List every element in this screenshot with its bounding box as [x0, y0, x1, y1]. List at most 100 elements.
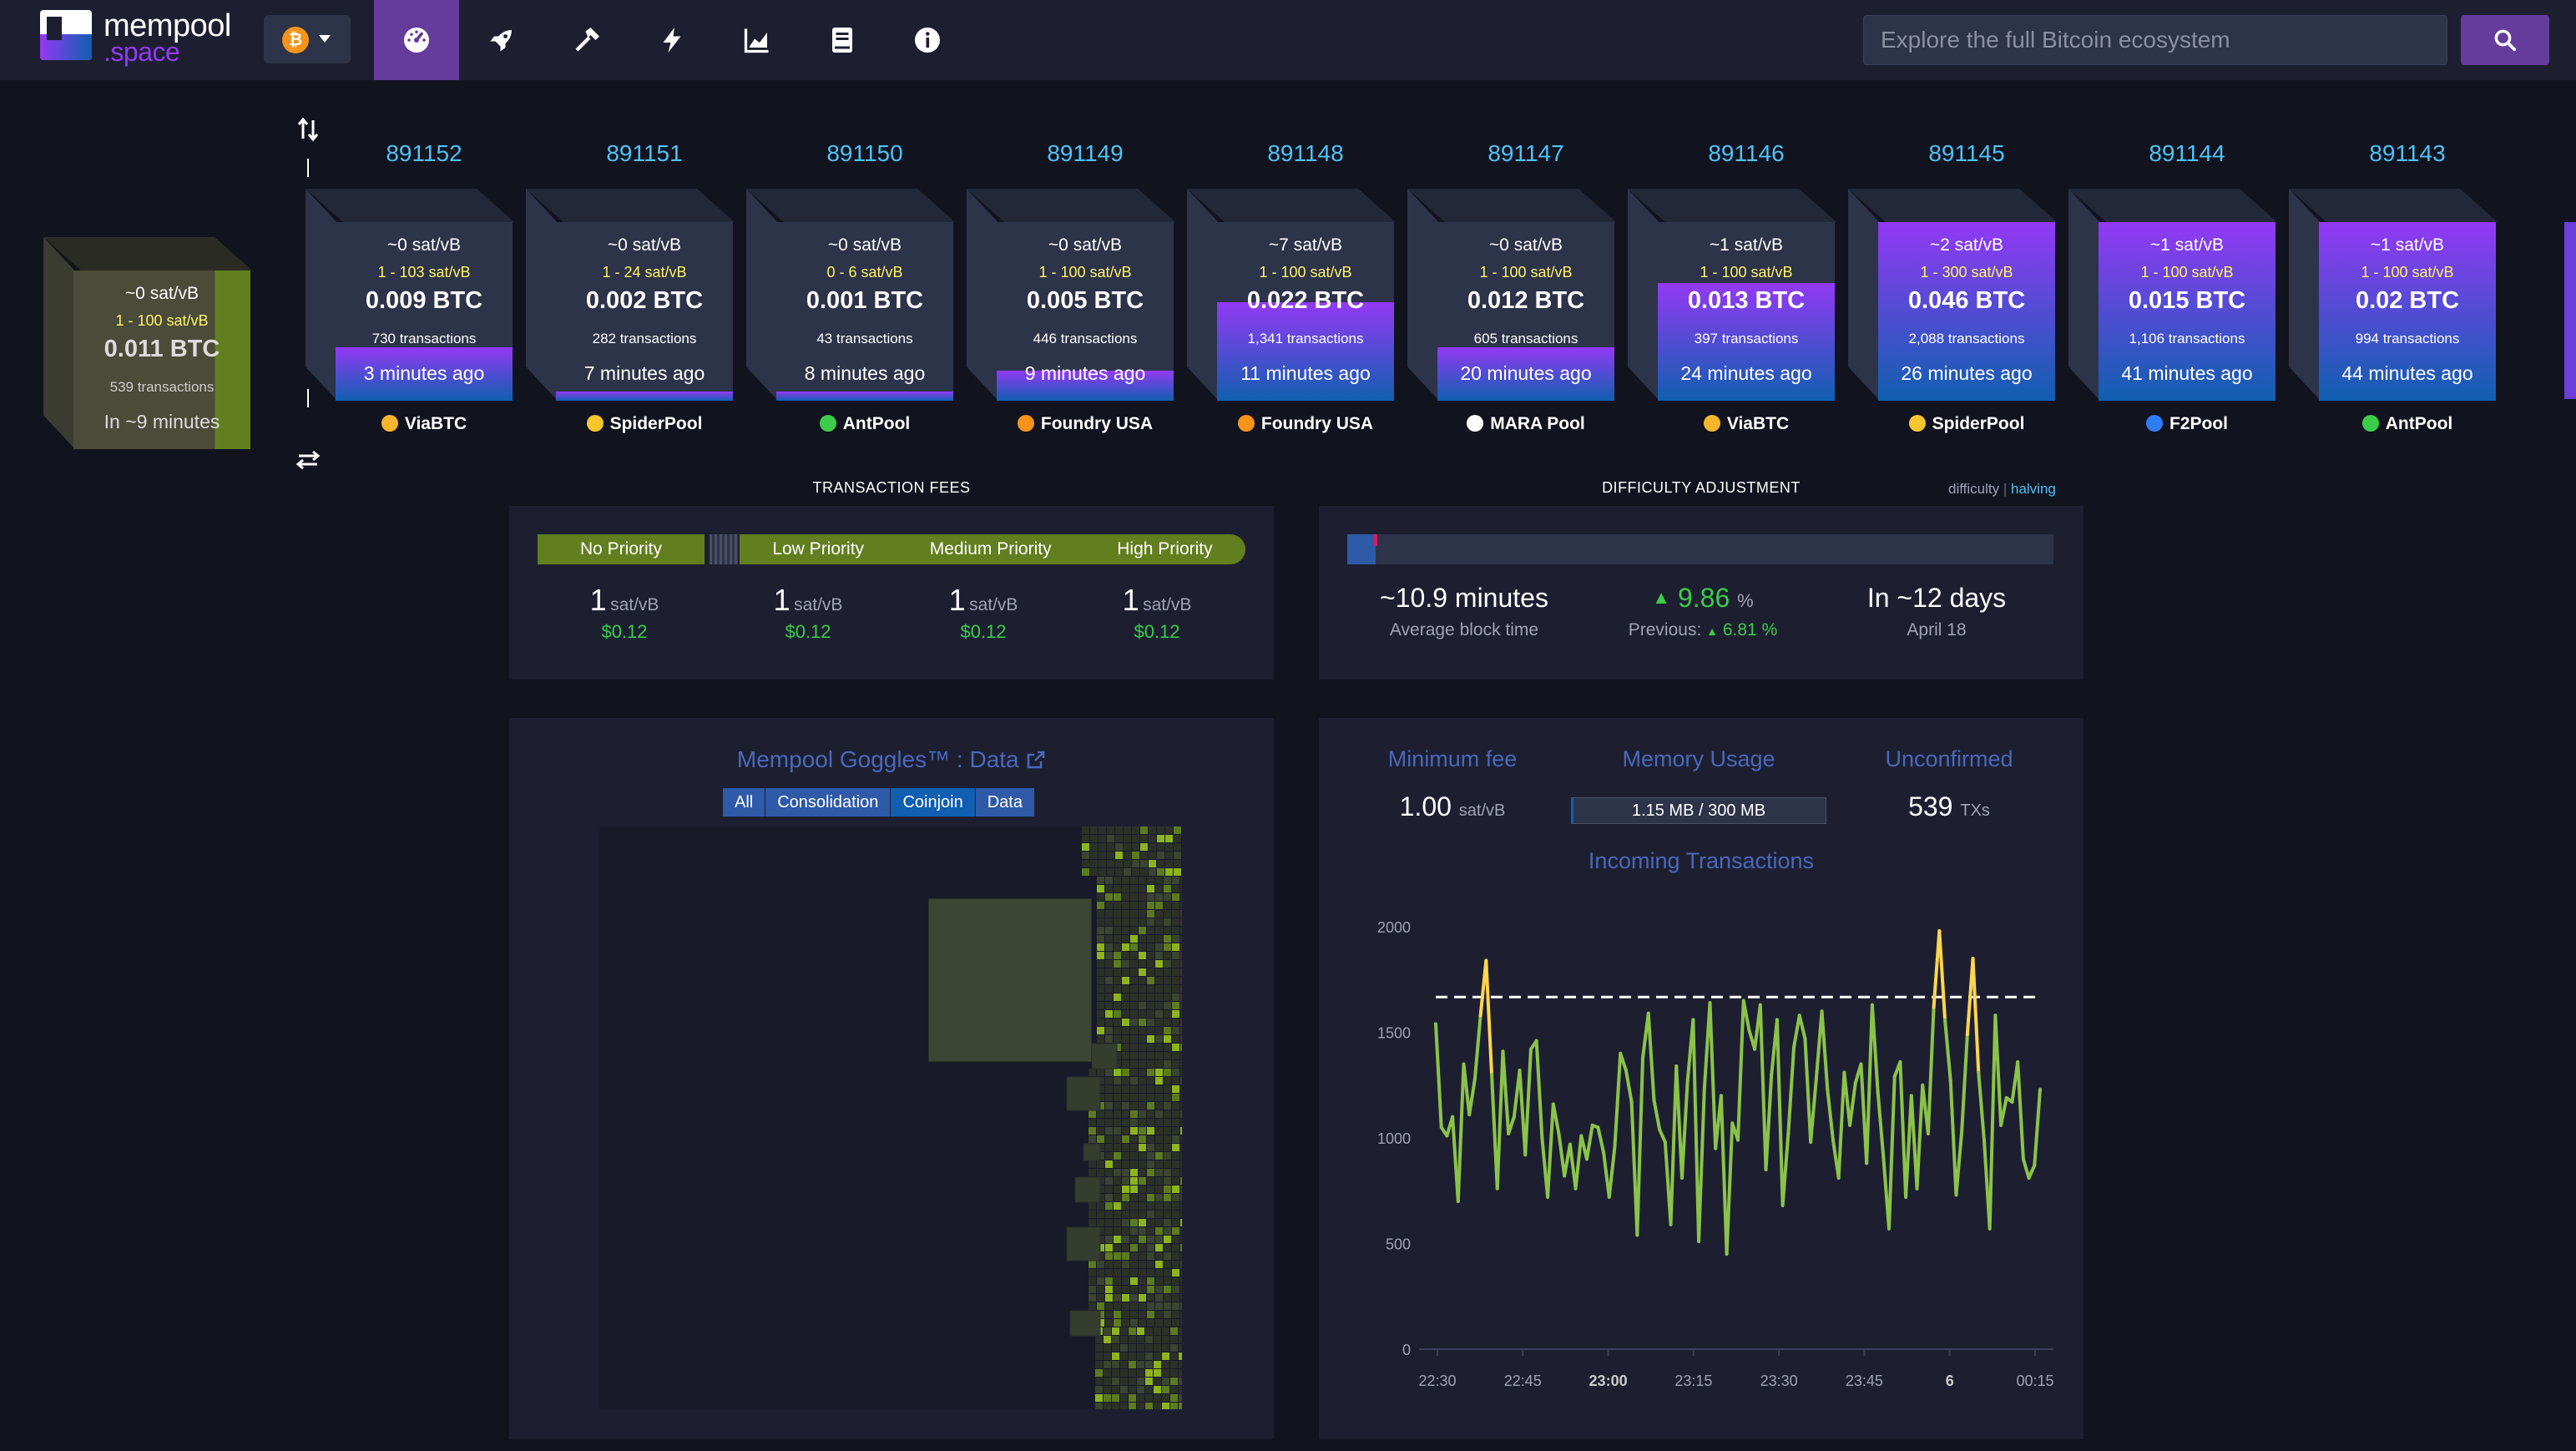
- swap-horizontal-icon[interactable]: [295, 449, 321, 471]
- tx-square: [1172, 1319, 1179, 1327]
- tx-square: [1114, 1035, 1121, 1043]
- series-segment: [1836, 1070, 1846, 1181]
- tx-square: [1154, 1369, 1161, 1377]
- block-pool[interactable]: ViaBTC: [1658, 414, 1835, 434]
- tx-square: [1115, 860, 1123, 867]
- mempool-block-visualization[interactable]: [599, 827, 1182, 1409]
- series-segment: [2027, 1163, 2037, 1181]
- block-pool[interactable]: SpiderPool: [1878, 414, 2055, 434]
- block-height[interactable]: 891149: [1047, 140, 1124, 166]
- nav-docs[interactable]: [800, 0, 885, 80]
- tx-square: [1172, 1127, 1179, 1135]
- block-pool[interactable]: ViaBTC: [336, 414, 513, 434]
- tx-square: [1139, 1044, 1146, 1051]
- tx-square: [1114, 952, 1121, 959]
- block-height[interactable]: 891143: [2369, 140, 2446, 166]
- nav-acceleration[interactable]: [459, 0, 544, 80]
- tx-square: [1105, 952, 1113, 959]
- block-height[interactable]: 891145: [1928, 140, 2005, 166]
- network-selector-button[interactable]: ₿: [264, 15, 351, 63]
- tx-square: [1122, 993, 1129, 1001]
- tx-square: [1164, 1127, 1171, 1135]
- tx-square: [1082, 827, 1089, 834]
- filter-data[interactable]: Data: [975, 788, 1035, 817]
- tx-square: [1155, 1019, 1163, 1026]
- tx-square: [1132, 868, 1139, 876]
- tx-square: [1097, 1169, 1104, 1176]
- tx-square: [1164, 927, 1171, 934]
- tx-square: [1172, 1010, 1179, 1018]
- tx-square: [1114, 1261, 1121, 1268]
- block-pool[interactable]: AntPool: [776, 414, 953, 434]
- block-fee-median: ~1 sat/vB: [2149, 235, 2225, 255]
- tx-square: [1130, 1186, 1138, 1193]
- toggle-difficulty[interactable]: difficulty: [1948, 481, 2000, 497]
- nav-mining[interactable]: [544, 0, 629, 80]
- tx-square: [1066, 1226, 1101, 1261]
- swap-vertical-icon[interactable]: [297, 117, 319, 142]
- block-pool[interactable]: AntPool: [2319, 414, 2496, 434]
- nav-about[interactable]: [885, 0, 970, 80]
- info-icon: [915, 28, 940, 53]
- block-height[interactable]: 891146: [1708, 140, 1785, 166]
- tx-square: [1180, 1010, 1182, 1018]
- block-pool[interactable]: SpiderPool: [556, 414, 733, 434]
- incoming-transactions-chart[interactable]: 0 500 1000 1500 2000 22:30 22:45 23:00 23:15 23:3…: [1352, 893, 2070, 1428]
- block-height[interactable]: 891150: [826, 140, 903, 166]
- tx-square: [1147, 1311, 1154, 1318]
- block-pool[interactable]: F2Pool: [2099, 414, 2275, 434]
- tx-square: [1122, 885, 1129, 892]
- series-segment: [1708, 1001, 1718, 1150]
- nav-lightning[interactable]: [629, 0, 715, 80]
- tx-square: [1088, 1119, 1096, 1126]
- block-pool[interactable]: MARA Pool: [1437, 414, 1614, 434]
- tx-square: [1155, 1135, 1163, 1143]
- search-button[interactable]: [2461, 15, 2549, 65]
- tx-square: [1180, 1236, 1182, 1243]
- block-pool[interactable]: Foundry USA: [997, 414, 1174, 434]
- tx-square: [1147, 952, 1154, 959]
- block-pool[interactable]: Foundry USA: [1217, 414, 1394, 434]
- block-height[interactable]: 891148: [1267, 140, 1344, 166]
- goggles-title[interactable]: Mempool Goggles™ : Data: [509, 746, 1274, 773]
- filter-all[interactable]: All: [723, 788, 766, 817]
- tx-square: [1097, 1019, 1104, 1026]
- tx-square: [1180, 1144, 1182, 1151]
- tx-square: [1164, 1002, 1171, 1009]
- tx-square: [1122, 935, 1129, 943]
- tx-square: [1114, 1010, 1121, 1018]
- block-height[interactable]: 891152: [386, 140, 462, 166]
- search-input[interactable]: [1864, 16, 2447, 64]
- tx-square: [1112, 1361, 1119, 1368]
- series-segment: [1557, 1131, 1567, 1178]
- block-height[interactable]: 891144: [2149, 140, 2225, 166]
- nav-graphs[interactable]: [715, 0, 800, 80]
- mempool-logo[interactable]: mempool .space: [40, 8, 249, 70]
- tx-square: [1139, 927, 1146, 934]
- tx-square: [1147, 1236, 1154, 1243]
- top-navbar: mempool .space ₿: [0, 0, 2576, 80]
- filter-consolidation[interactable]: Consolidation: [765, 788, 891, 817]
- tx-square: [1172, 1302, 1179, 1310]
- tx-square: [1170, 1327, 1178, 1335]
- filter-coinjoin[interactable]: Coinjoin: [891, 788, 976, 817]
- tx-square: [1130, 1211, 1138, 1218]
- series-segment: [1865, 1003, 1874, 1165]
- block-fee-median: ~0 sat/vB: [827, 235, 902, 255]
- nav-dashboard[interactable]: [374, 0, 459, 80]
- tx-square: [1139, 1269, 1146, 1277]
- tx-square: [1180, 993, 1182, 1001]
- tx-square: [1097, 1127, 1104, 1135]
- tx-square: [1155, 885, 1163, 892]
- tx-square: [1095, 1386, 1103, 1393]
- toggle-halving[interactable]: halving: [2011, 481, 2056, 497]
- block-height[interactable]: 891151: [606, 140, 683, 166]
- tx-square: [1139, 1169, 1146, 1176]
- tx-square: [1155, 902, 1163, 909]
- tx-square: [1170, 1361, 1178, 1368]
- block-height[interactable]: 891147: [1488, 140, 1564, 166]
- block-tx-count: 1,106 transactions: [2129, 331, 2245, 346]
- tx-square: [1122, 1277, 1129, 1285]
- difficulty-title: DIFFICULTY ADJUSTMENT: [1602, 479, 1801, 496]
- tx-square: [1147, 1077, 1154, 1084]
